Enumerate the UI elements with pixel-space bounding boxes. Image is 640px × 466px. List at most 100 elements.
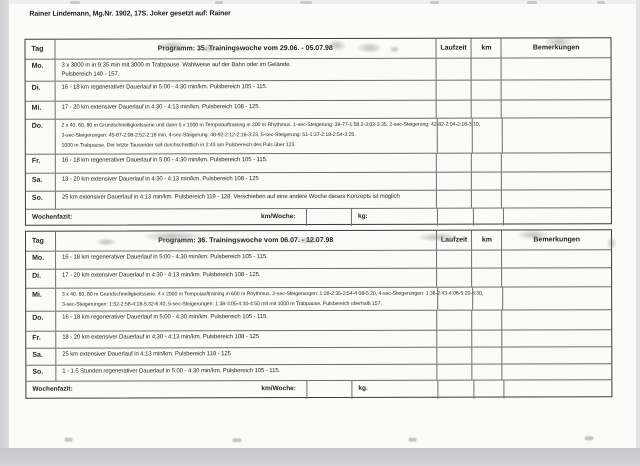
laufzeit-cell <box>436 172 473 190</box>
training-description: 18 - 20 km extensiver Dauerlauf in 4:30 … <box>62 334 260 341</box>
training-description: 25 km extensiver Dauerlauf in 4:13 min/k… <box>61 193 400 201</box>
table-row: Do. 2 x 40, 60, 80 m Grundschnelligkeits… <box>25 118 611 155</box>
training-description: 25 km extensiver Dauerlauf in 4:13 min/k… <box>62 351 231 358</box>
table-row: Fr. 18 - 20 km extensiver Dauerlauf in 4… <box>26 330 612 349</box>
laufzeit-cell <box>436 364 473 380</box>
km-cell <box>472 172 503 190</box>
training-description-cell: 25 km extensiver Dauerlauf in 4:13 min/k… <box>55 190 437 209</box>
laufzeit-cell <box>436 100 473 118</box>
bemerkungen-cell <box>504 208 611 225</box>
col-header-tag: Tag <box>25 231 56 251</box>
training-description-cell: 1 - 1.5 Stunden regenerativer Dauerlauf … <box>56 364 437 381</box>
bemerkungen-cell <box>503 287 611 309</box>
km-cell <box>472 100 503 118</box>
laufzeit-cell <box>437 208 474 226</box>
km-cell <box>473 118 503 153</box>
scan-artifact <box>157 41 188 52</box>
training-description: 17 - 20 km extensiver Dauerlauf in 4:30 … <box>61 104 261 111</box>
scan-artifact <box>327 39 346 51</box>
table-row: Mo. 16 - 18 km regenerativer Dauerlauf i… <box>26 250 612 270</box>
bemerkungen-cell <box>502 172 611 189</box>
table-row: Mo. 3 x 3000 m in 9:35 min mit 3000 m Tr… <box>25 58 611 82</box>
table-row: Di. 16 - 18 km regenerativer Dauerlauf i… <box>25 80 611 102</box>
training-description-cell: 18 - 20 km extensiver Dauerlauf in 4:30 … <box>56 330 437 348</box>
bemerkungen-cell <box>503 310 612 329</box>
day-label: So. <box>26 365 57 381</box>
table-row: Do. 16 - 18 km regenerativer Dauerlauf i… <box>26 310 612 332</box>
scan-artifact <box>300 1 312 4</box>
bemerkungen-cell <box>504 380 611 398</box>
scan-artifact <box>232 438 242 443</box>
km-cell <box>472 330 503 347</box>
training-description: 16 - 18 km regenerativer Dauerlauf in 5:… <box>62 314 268 321</box>
bemerkungen-cell <box>502 250 611 267</box>
day-label: So. <box>25 191 56 209</box>
scan-artifact <box>430 1 439 4</box>
km-cell <box>472 153 503 172</box>
laufzeit-cell <box>436 347 473 364</box>
table-row: Mi. 3 x 40, 60, 80 m Grundschnelligkeits… <box>26 287 612 312</box>
document-header-line: Rainer Lindemann, Mg.Nr. 1902, 17S. Joke… <box>29 10 231 18</box>
scan-artifact <box>70 1 80 4</box>
laufzeit-cell <box>436 250 473 268</box>
km-cell <box>472 310 503 330</box>
day-label: Do. <box>26 311 57 331</box>
col-header-laufzeit: Laufzeit <box>436 38 473 58</box>
table-row: Sa. 25 km extensiver Dauerlauf in 4:13 m… <box>26 347 612 366</box>
day-label: Sa. <box>26 348 57 365</box>
training-description-cell: 25 km extensiver Dauerlauf in 4:13 min/k… <box>56 347 437 365</box>
km-cell <box>473 287 504 310</box>
scan-artifact <box>597 1 605 4</box>
scan-artifact <box>527 1 537 4</box>
laufzeit-cell <box>436 80 473 100</box>
bemerkungen-cell <box>502 58 611 79</box>
training-description: 3 x 40, 60, 80 m Grundschnelligkeitsseri… <box>61 290 484 308</box>
km-cell <box>472 190 503 208</box>
training-description: 16 - 18 km regenerativer Dauerlauf in 5:… <box>61 254 268 261</box>
day-label: Sa. <box>25 173 56 191</box>
training-table-week-36: Tag Programm: 36. Trainingswoche vom 06.… <box>24 229 613 400</box>
bemerkungen-cell <box>502 80 611 99</box>
table-row: Fr. 16 - 18 km regenerativer Dauerlauf i… <box>25 153 611 174</box>
scan-edge-left <box>0 0 9 465</box>
scan-artifact <box>544 36 573 48</box>
training-description-cell: 3 x 3000 m in 9:35 min mit 3000 m Trabpa… <box>55 58 437 81</box>
bemerkungen-cell <box>503 330 612 346</box>
training-description: 16 - 18 km regenerativer Dauerlauf in 5:… <box>61 157 268 164</box>
table-row: Mi. 17 - 20 km extensiver Dauerlauf in 4… <box>25 100 611 120</box>
km-cell <box>472 268 503 287</box>
scanned-paper <box>9 4 637 448</box>
km-cell <box>472 364 503 380</box>
day-label: Di. <box>25 81 56 101</box>
laufzeit-cell <box>436 153 473 172</box>
wochenfazit-label: Wochenfazit: <box>32 385 73 393</box>
training-description: 17 - 20 km extensiver Dauerlauf in 4:30 … <box>62 272 261 279</box>
laufzeit-cell <box>436 268 473 287</box>
scan-edge-bottom <box>0 448 640 465</box>
day-label: Fr. <box>25 154 56 173</box>
bemerkungen-cell <box>502 100 611 117</box>
training-description: 1 - 1.5 Stunden regenerativer Dauerlauf … <box>62 368 281 375</box>
day-label: Di. <box>26 269 57 288</box>
day-label: Mi. <box>26 288 56 311</box>
table-footer-row: Wochenfazit: km/Woche: kg: <box>26 208 611 227</box>
col-header-km: km <box>471 38 502 58</box>
laufzeit-cell <box>436 310 473 330</box>
km-cell <box>472 347 503 364</box>
laufzeit-cell <box>437 118 474 153</box>
laufzeit-cell <box>437 287 474 310</box>
scan-artifact <box>389 45 400 53</box>
scan-artifact <box>607 237 617 250</box>
km-cell <box>474 380 505 399</box>
table-header-row: Tag Programm: 35. Trainingswoche vom 29.… <box>25 38 611 60</box>
training-description: 2 x 40, 60, 80 m Grundschnelligkeitsseri… <box>61 121 481 149</box>
table-row: Di. 17 - 20 km extensiver Dauerlauf in 4… <box>26 268 612 289</box>
kg-label: kg: <box>351 208 438 226</box>
training-description-cell: 16 - 18 km regenerativer Dauerlauf in 5:… <box>56 310 437 331</box>
training-description: 3 x 3000 m in 9:35 min mit 3000 m Trabpa… <box>61 62 292 78</box>
table-row: Sa. 13 - 20 km extensiver Dauerlauf in 4… <box>25 172 611 192</box>
training-description-cell: 13 - 20 km extensiver Dauerlauf in 4:30 … <box>55 172 437 191</box>
training-description: 16 - 18 km regenerativer Dauerlauf in 5:… <box>61 84 268 91</box>
training-description-cell: 16 - 18 km regenerativer Dauerlauf in 5:… <box>55 153 437 173</box>
